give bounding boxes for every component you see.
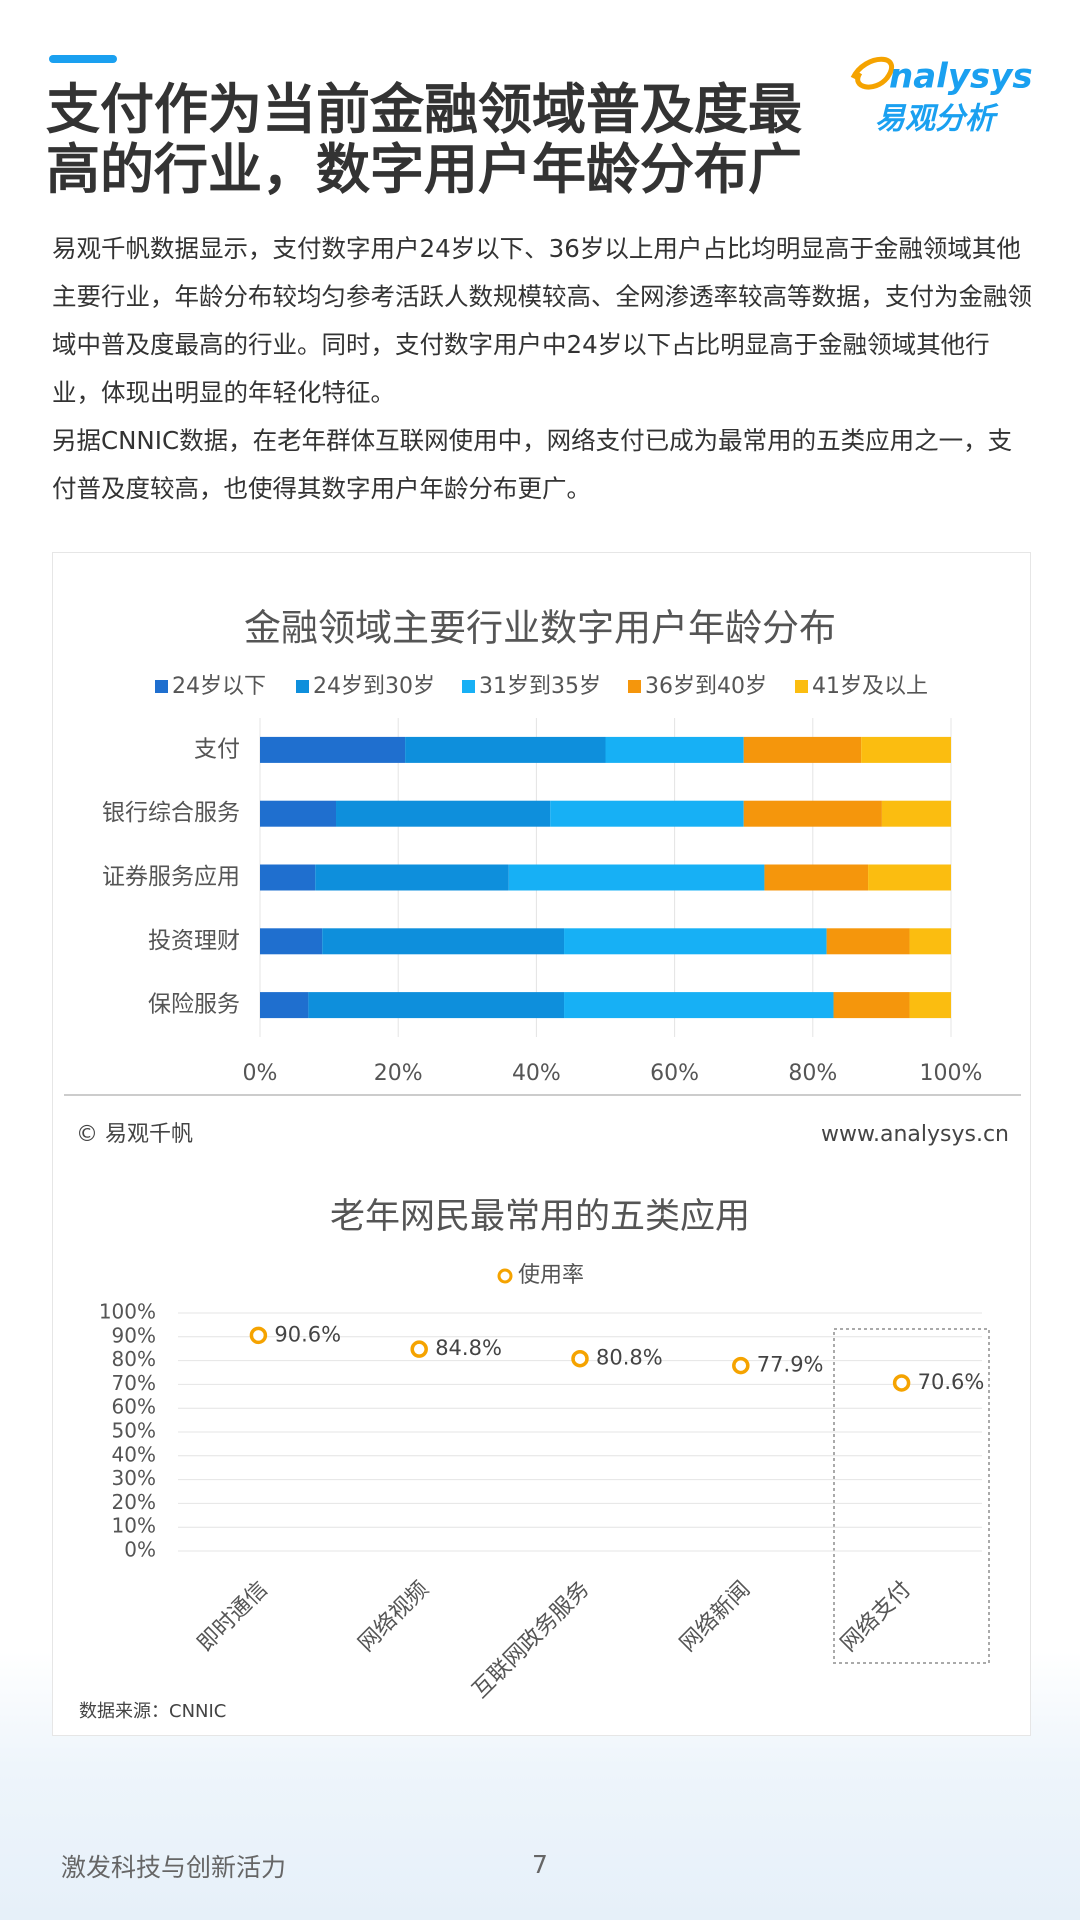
y-tick-label: 10% [112,1514,156,1538]
bar-segment [743,800,882,827]
bar-segment [743,736,862,763]
bar-segment [868,864,951,891]
legend-label: 41岁及以上 [812,674,928,699]
bar-segment [909,928,951,955]
legend-swatch [155,680,168,693]
chart-title: 金融领域主要行业数字用户年龄分布 [244,607,836,650]
copyright: © 易观千帆 [76,1122,193,1147]
bar-segment [826,928,910,955]
bar-segment [564,992,834,1019]
logo-brand: nalysys [889,57,1033,97]
bar-segment [605,736,744,763]
x-tick-label: 60% [650,1061,699,1086]
x-tick-label: 网络视频 [354,1577,434,1657]
body-text: 易观千帆数据显示，支付数字用户24岁以下、36岁以上用户占比均明显高于金融领域其… [52,225,1032,513]
data-label: 70.6% [918,1370,985,1394]
x-tick-label: 0% [243,1061,278,1086]
x-tick-label: 100% [920,1061,983,1086]
bar-segment [260,928,323,955]
bar-segment [550,800,744,827]
y-tick-label: 30% [112,1466,156,1490]
data-point [249,1326,268,1345]
legend-swatch [462,680,475,693]
source: 数据来源：CNNIC [79,1701,226,1722]
y-tick-label: 50% [112,1419,156,1443]
y-tick-label: 银行综合服务 [102,800,240,826]
legend-label: 24岁到30岁 [313,674,435,699]
bar-segment [260,736,406,763]
y-tick-label: 60% [112,1395,156,1419]
logo-cn: 易观分析 [875,102,999,137]
website: www.analysys.cn [821,1122,1009,1147]
title-line: 高的行业，数字用户年龄分布广 [46,138,802,201]
legend-swatch [628,680,641,693]
bar-segment [909,992,951,1019]
y-tick-label: 0% [124,1538,156,1562]
paragraph: 另据CNNIC数据，在老年群体互联网使用中，网络支付已成为最常用的五类应用之一，… [52,426,1013,503]
legend-label: 使用率 [518,1263,584,1288]
bar-segment [764,864,869,891]
y-tick-label: 证券服务应用 [102,864,240,890]
bar-segment [861,736,951,763]
y-tick-label: 支付 [194,736,240,762]
legend-swatch [296,680,309,693]
x-tick-label: 互联网政务服务 [468,1577,595,1704]
paragraph: 易观千帆数据显示，支付数字用户24岁以下、36岁以上用户占比均明显高于金融领域其… [52,234,1032,407]
chart-title: 老年网民最常用的五类应用 [330,1197,750,1237]
x-tick-label: 即时通信 [193,1577,273,1657]
bar-segment [322,928,565,955]
legend-marker [497,1268,513,1284]
y-tick-label: 100% [99,1300,156,1324]
data-point [892,1374,911,1392]
data-label: 90.6% [274,1322,341,1346]
y-tick-label: 90% [112,1323,156,1347]
bar-segment [564,928,827,955]
legend-label: 24岁以下 [172,674,266,699]
highlight-box [833,1328,990,1664]
x-tick-label: 网络支付 [836,1577,916,1657]
y-tick-label: 40% [112,1442,156,1466]
data-label: 80.8% [596,1346,663,1370]
legend-label: 36岁到40岁 [645,674,767,699]
data-label: 77.9% [757,1353,824,1377]
x-tick-label: 80% [788,1061,837,1086]
bar-segment [260,864,316,891]
bar-segment [260,992,309,1019]
bar-segment [260,800,337,827]
bar-segment [833,992,910,1019]
bar-segment [336,800,551,827]
bar-segment [315,864,509,891]
data-point [571,1349,589,1368]
x-tick-label: 20% [374,1061,423,1086]
y-tick-label: 投资理财 [148,928,240,954]
y-tick-label: 80% [112,1347,156,1371]
x-tick-label: 40% [512,1061,561,1086]
logo: nalysys 易观分析 [850,56,1033,137]
title-line: 支付作为当前金融领域普及度最 [46,78,802,141]
x-tick-label: 网络新闻 [675,1577,755,1657]
y-tick-label: 70% [112,1371,156,1395]
y-tick-label: 20% [112,1490,156,1514]
legend-label: 31岁到35岁 [479,674,601,699]
accent-bar [49,55,117,63]
bar-segment [405,736,606,763]
data-point [732,1356,750,1375]
footer-slogan: 激发科技与创新活力 [61,1853,287,1882]
page-title: 支付作为当前金融领域普及度最 高的行业，数字用户年龄分布广 [46,80,802,200]
y-tick-label: 保险服务 [148,992,240,1018]
data-point [410,1340,428,1358]
bar-segment [308,992,565,1019]
page-number: 7 [532,1850,548,1879]
logo-swoosh [850,56,895,90]
legend-swatch [795,680,808,693]
bar-segment [881,800,951,827]
data-label: 84.8% [435,1336,502,1360]
bar-segment [508,864,765,891]
